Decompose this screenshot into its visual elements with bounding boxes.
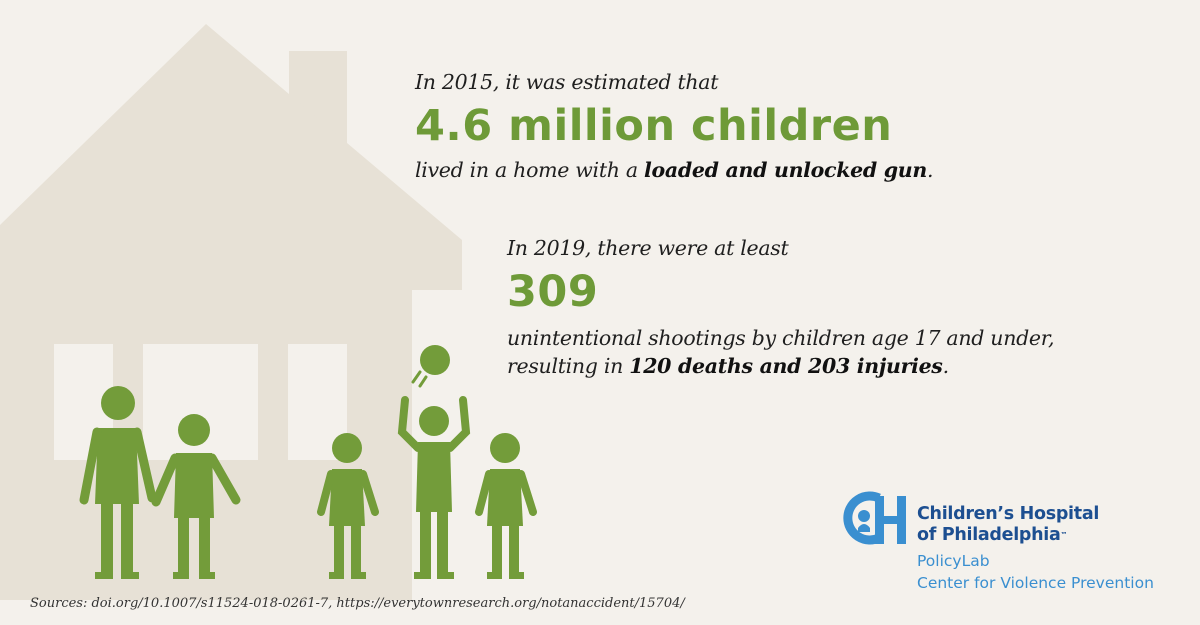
stat-detail-2015: lived in a home with a loaded and unlock…	[415, 156, 934, 184]
detail-line-1: unintentional shootings by children age …	[507, 326, 1055, 350]
logo-sub-line2: Center for Violence Prevention	[917, 574, 1154, 592]
child-figure-3	[475, 433, 537, 579]
house-illustration	[0, 24, 462, 600]
detail-emphasis: loaded and unlocked gun	[644, 158, 927, 182]
detail-line-2: resulting in 120 deaths and 203 injuries…	[507, 352, 1054, 380]
child-figure-arms-up	[397, 396, 471, 579]
stat-highlight-children: 4.6 million children	[415, 101, 893, 151]
logo-name-line2: of Philadelphia™	[917, 525, 1068, 545]
adult-figure-right	[151, 414, 241, 579]
logo-sub-line1: PolicyLab	[917, 552, 990, 570]
detail-emphasis: 120 deaths and 203 injuries	[629, 354, 943, 378]
trademark: ™	[1060, 531, 1068, 539]
adult-figure-left	[79, 386, 157, 579]
stat-intro-2015: In 2015, it was estimated that	[415, 70, 719, 94]
child-figure-1	[317, 433, 379, 579]
stat-detail-2019: unintentional shootings by children age …	[507, 324, 1055, 380]
logo-subtitle: PolicyLab Center for Violence Prevention	[917, 550, 1200, 594]
detail-suffix: .	[926, 158, 934, 182]
stat-highlight-shootings: 309	[507, 267, 599, 317]
detail-prefix: resulting in	[507, 354, 630, 378]
family-figures-illustration	[79, 345, 537, 579]
logo-name: Children’s Hospital of Philadelphia™	[917, 504, 1200, 546]
stat-block-2015: In 2015, it was estimated that 4.6 milli…	[415, 70, 934, 184]
detail-suffix: .	[942, 354, 950, 378]
stat-intro-2019: In 2019, there were at least	[507, 236, 789, 260]
chop-logo-icon	[843, 491, 906, 545]
logo-name-line1: Children’s Hospital	[917, 504, 1100, 524]
ball-icon	[411, 345, 450, 388]
sources-note: Sources: doi.org/10.1007/s11524-018-0261…	[30, 596, 685, 611]
detail-prefix: lived in a home with a	[415, 158, 645, 182]
stat-block-2019: In 2019, there were at least 309 uninten…	[507, 236, 1055, 380]
